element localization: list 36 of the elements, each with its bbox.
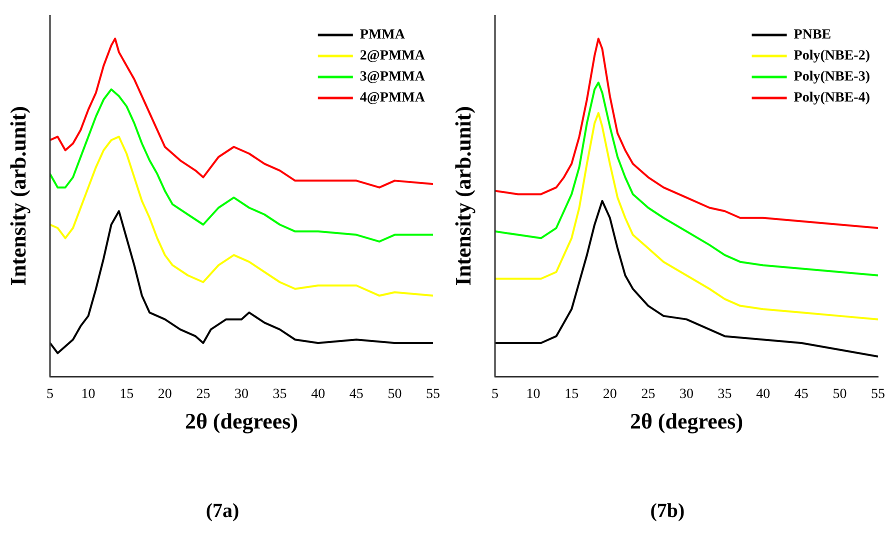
x-tick-label: 55 [871, 386, 885, 402]
x-tick-label: 10 [526, 386, 540, 402]
legend-label: PMMA [360, 28, 406, 43]
x-tick-label: 5 [46, 386, 54, 402]
x-tick-label: 25 [641, 386, 656, 402]
legend-label: 2@PMMA [360, 48, 426, 64]
text: (7b) [649, 500, 686, 523]
x-tick-label: 10 [81, 386, 96, 402]
x-axis-title: 2θ (degrees) [630, 408, 744, 434]
x-tick-label: 25 [196, 386, 210, 402]
legend-label: Poly(NBE-3) [794, 70, 870, 85]
legend-label: Poly(NBE-2) [794, 48, 870, 64]
y-axis-title: Intensity (arb.unit) [6, 106, 31, 286]
x-tick-label: 35 [272, 386, 287, 402]
x-tick-label: 50 [832, 386, 847, 402]
text: (7a) [204, 500, 240, 523]
legend-label: 3@PMMA [360, 70, 426, 85]
x-tick-label: 15 [120, 386, 134, 402]
x-tick-label: 35 [718, 386, 732, 402]
legend-label: 4@PMMA [360, 90, 426, 106]
x-tick-label: 40 [311, 386, 326, 402]
y-axis-title: Intensity (arb.unit) [450, 106, 476, 286]
x-tick-label: 20 [602, 386, 617, 402]
x-tick-label: 45 [349, 386, 364, 402]
x-tick-label: 55 [426, 386, 440, 402]
x-tick-label: 50 [388, 386, 402, 402]
x-tick-label: 40 [756, 386, 770, 402]
legend-label: Poly(NBE-4) [794, 90, 870, 106]
x-tick-label: 5 [492, 386, 498, 402]
x-tick-label: 15 [564, 386, 579, 402]
x-tick-label: 45 [794, 386, 808, 402]
x-tick-label: 30 [680, 386, 694, 402]
x-axis-title: 2θ (degrees) [184, 408, 298, 434]
x-tick-label: 20 [158, 386, 172, 402]
x-tick-label: 30 [234, 386, 248, 402]
legend-label: PNBE [794, 28, 832, 43]
